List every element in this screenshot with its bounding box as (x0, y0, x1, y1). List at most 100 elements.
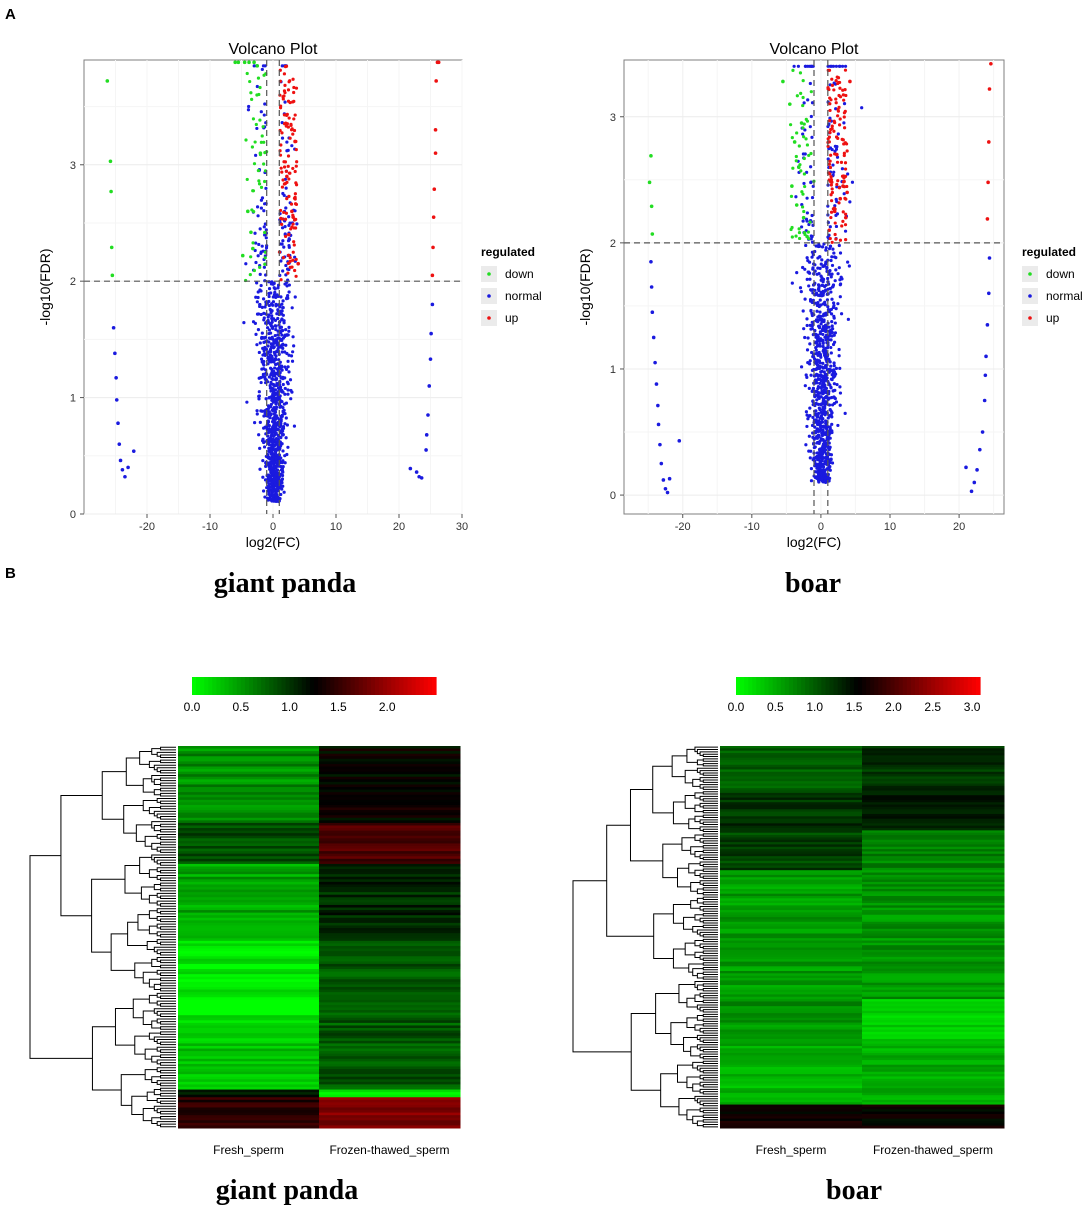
dendrogram-branch (699, 819, 718, 824)
heatmap-cell (862, 781, 1005, 784)
heatmap-cell (178, 861, 320, 865)
up-point (845, 149, 849, 153)
normal-point (838, 283, 842, 287)
colorbar-segment (971, 677, 977, 695)
y-tick-label: 1 (70, 393, 76, 405)
heatmap-cell (178, 902, 320, 906)
heatmap-cell (720, 999, 863, 1002)
heatmap-cell (319, 943, 461, 947)
colorbar-segment (423, 677, 429, 695)
heatmap-cell (862, 867, 1005, 871)
heatmap-cell (178, 863, 320, 867)
heatmap-cell (319, 1035, 461, 1039)
normal-point (830, 377, 834, 382)
normal-point (815, 441, 819, 445)
heatmap-cell (862, 804, 1005, 808)
colorbar-segment (825, 677, 831, 695)
normal-point (278, 325, 282, 330)
heatmap-cell (720, 895, 863, 899)
colorbar-segment (776, 677, 782, 695)
down-point (809, 151, 813, 156)
normal-point (256, 254, 260, 258)
dendrogram-branch (690, 882, 701, 892)
heatmap-cell (720, 1064, 863, 1068)
colorbar-segment (963, 677, 969, 695)
heatmap-cell (178, 810, 320, 814)
normal-point (790, 281, 794, 285)
colorbar-segment (375, 677, 380, 695)
up-point (838, 117, 842, 121)
heatmap-cell (178, 746, 320, 750)
down-point (245, 177, 249, 182)
normal-point (820, 369, 824, 373)
colorbar-segment (894, 677, 900, 695)
heatmap-cell (720, 853, 863, 857)
dendrogram-branch (156, 874, 176, 880)
normal-point (253, 231, 257, 235)
dendrogram-branch (702, 868, 718, 872)
heatmap-cell (862, 860, 1005, 864)
normal-point (267, 488, 271, 493)
heatmap-cell (862, 912, 1005, 916)
heatmap-cell (720, 1104, 863, 1108)
heatmap-cell (178, 945, 320, 950)
dendrogram-branch (156, 892, 176, 898)
normal-point (796, 64, 800, 68)
up-point (278, 106, 283, 110)
heatmap-cell (862, 933, 1005, 937)
dendrogram-branch (660, 1073, 679, 1108)
chart-title: Volcano Plot (229, 41, 319, 58)
normal-point (807, 284, 811, 288)
normal-point (838, 366, 842, 370)
heatmap-cell (178, 1043, 320, 1047)
normal-point (817, 451, 821, 456)
down-point (259, 140, 263, 144)
heatmap-cell (178, 876, 320, 880)
heatmap-cell (720, 935, 863, 939)
normal-point (837, 266, 841, 270)
down-point (240, 253, 245, 258)
heatmap-cell (720, 933, 863, 937)
heatmap-cell (319, 863, 461, 867)
dendrogram-branch (686, 748, 698, 763)
heatmap-cell (178, 866, 320, 870)
dendrogram (572, 746, 718, 1128)
heatmap-cell (319, 917, 461, 921)
heatmap-cell (720, 910, 863, 913)
normal-point (264, 236, 268, 240)
normal-point (829, 290, 833, 294)
heatmap-cell (178, 979, 320, 983)
heatmap-cell (862, 961, 1005, 965)
up-point (838, 80, 842, 85)
normal-point (813, 445, 817, 449)
normal-point (273, 333, 277, 338)
normal-point (123, 474, 127, 479)
normal-point (677, 439, 682, 443)
heatmap-cell (319, 953, 461, 957)
heatmap-cell (862, 750, 1005, 754)
dendrogram-branch (699, 1100, 718, 1106)
colorbar-segment (273, 677, 278, 695)
normal-point (254, 241, 258, 245)
up-point (294, 181, 298, 185)
heatmap-cell (862, 931, 1005, 934)
heatmap-cell (319, 1061, 461, 1065)
normal-point (255, 312, 260, 316)
heatmap-cell (862, 820, 1005, 824)
dendrogram-branch (702, 891, 718, 896)
up-point (835, 160, 840, 164)
down-point (802, 209, 806, 214)
normal-point (275, 392, 280, 396)
normal-point (267, 375, 271, 379)
normal-point (261, 335, 265, 340)
dendrogram-branch (702, 786, 718, 790)
dendrogram-branch (692, 1083, 701, 1092)
heatmap-cell (720, 905, 863, 909)
dendrogram-branch (702, 995, 718, 999)
heatmap-cell (720, 886, 863, 890)
down-point (800, 190, 804, 194)
normal-point (833, 204, 837, 208)
heatmap-cell (862, 818, 1005, 822)
heatmap-cell (862, 1057, 1005, 1061)
heatmap-cell (178, 781, 320, 785)
